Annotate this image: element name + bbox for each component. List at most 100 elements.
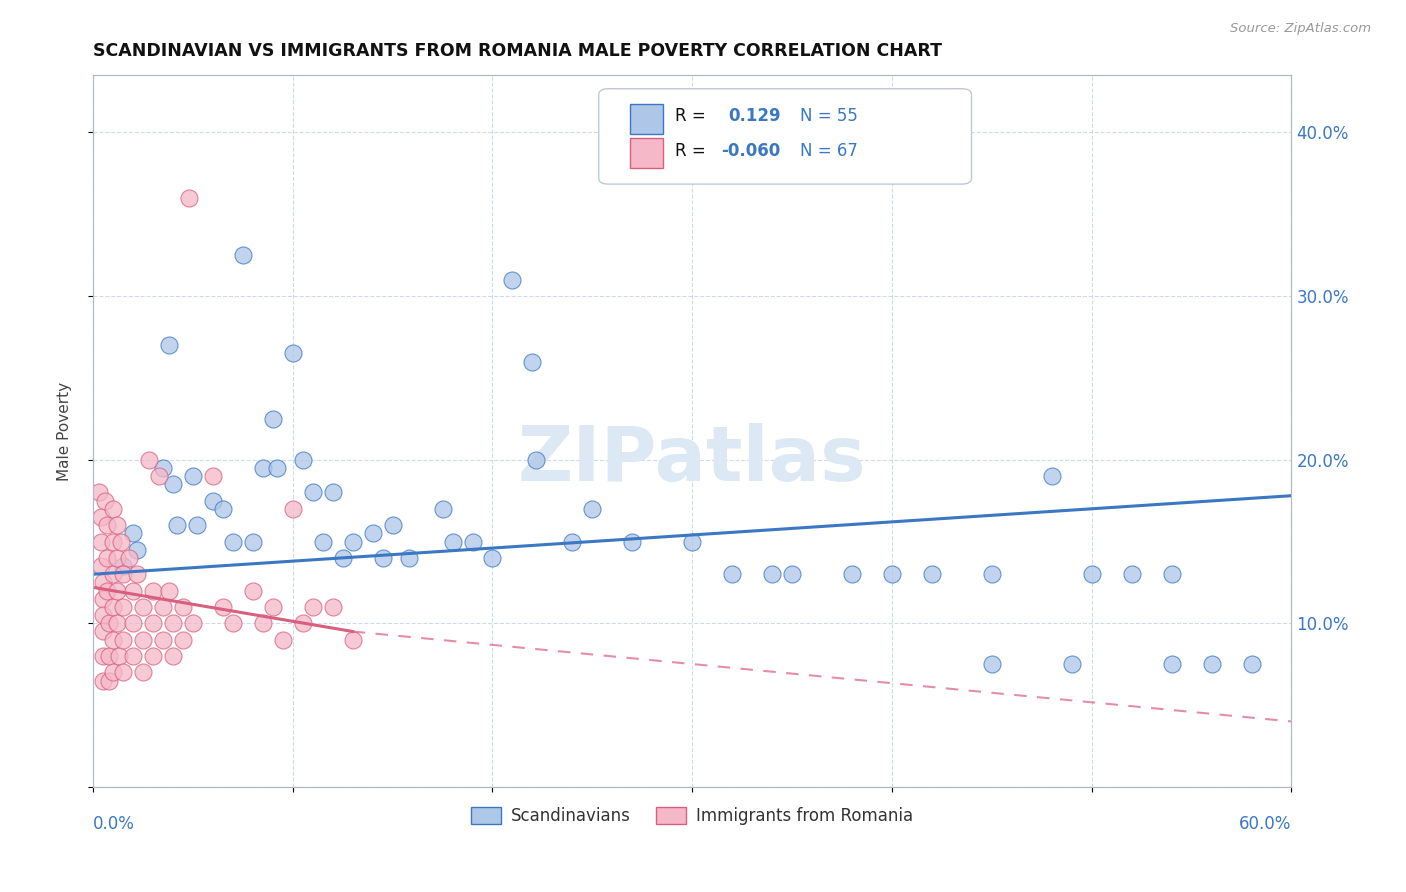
Point [98, 673, 121, 688]
Point [101, 665, 124, 680]
Point [780, 567, 803, 582]
Point [186, 518, 208, 533]
Point [291, 616, 314, 631]
Point [142, 616, 165, 631]
Point [162, 616, 184, 631]
Text: 0.0%: 0.0% [93, 815, 135, 833]
Point [91, 648, 114, 663]
Point [90, 534, 112, 549]
Point [322, 599, 344, 614]
Point [1060, 657, 1083, 672]
Text: -0.060: -0.060 [721, 143, 780, 161]
Point [501, 273, 523, 287]
Point [172, 632, 194, 647]
Point [152, 599, 174, 614]
Point [118, 550, 141, 565]
Point [91, 624, 114, 639]
Point [266, 461, 288, 475]
Point [177, 191, 200, 205]
Point [721, 567, 744, 582]
Point [381, 518, 404, 533]
Point [142, 648, 165, 663]
Point [101, 534, 124, 549]
Text: 60.0%: 60.0% [1239, 815, 1292, 833]
Point [262, 412, 284, 426]
Text: N = 55: N = 55 [800, 107, 858, 126]
Point [841, 567, 863, 582]
Text: N = 67: N = 67 [800, 143, 858, 161]
Point [1201, 657, 1223, 672]
Point [1040, 469, 1063, 483]
Point [880, 567, 903, 582]
Point [152, 632, 174, 647]
Bar [630, 138, 664, 168]
Point [172, 599, 194, 614]
Point [242, 583, 264, 598]
Point [111, 559, 134, 574]
Point [181, 469, 204, 483]
Point [1240, 657, 1263, 672]
Point [142, 583, 165, 598]
Legend: Scandinavians, Immigrants from Romania: Scandinavians, Immigrants from Romania [464, 800, 920, 832]
Point [398, 550, 420, 565]
Text: R =: R = [675, 143, 706, 161]
Point [281, 346, 304, 360]
Point [1160, 567, 1182, 582]
Point [581, 501, 603, 516]
Point [211, 501, 233, 516]
Point [148, 469, 170, 483]
Point [157, 338, 180, 352]
Point [252, 461, 274, 475]
Bar [630, 103, 664, 134]
Point [162, 477, 184, 491]
Point [132, 599, 155, 614]
Point [105, 616, 128, 631]
Point [980, 567, 1002, 582]
Point [1160, 657, 1182, 672]
Point [101, 501, 124, 516]
Point [122, 648, 145, 663]
Point [96, 583, 118, 598]
Point [312, 534, 335, 549]
Point [921, 567, 943, 582]
Point [110, 534, 132, 549]
Point [91, 608, 114, 623]
Point [111, 632, 134, 647]
Point [432, 501, 454, 516]
Point [980, 657, 1002, 672]
Point [211, 599, 233, 614]
Point [111, 567, 134, 582]
Point [201, 469, 224, 483]
Text: R =: R = [675, 107, 706, 126]
Y-axis label: Male Poverty: Male Poverty [58, 382, 72, 481]
Point [526, 452, 548, 467]
Point [1121, 567, 1143, 582]
Point [162, 648, 184, 663]
Point [522, 354, 544, 368]
Point [621, 534, 644, 549]
Text: SCANDINAVIAN VS IMMIGRANTS FROM ROMANIA MALE POVERTY CORRELATION CHART: SCANDINAVIAN VS IMMIGRANTS FROM ROMANIA … [93, 42, 942, 60]
Point [342, 632, 364, 647]
Point [301, 599, 323, 614]
Point [681, 534, 703, 549]
Text: 0.129: 0.129 [728, 107, 780, 126]
Point [105, 583, 128, 598]
Point [90, 510, 112, 524]
Point [222, 616, 245, 631]
Point [181, 616, 204, 631]
Point [342, 534, 364, 549]
Point [361, 526, 384, 541]
Point [461, 534, 484, 549]
Point [105, 550, 128, 565]
Point [291, 452, 314, 467]
Point [152, 461, 174, 475]
Text: ZIPatlas: ZIPatlas [517, 423, 866, 497]
Point [105, 518, 128, 533]
Point [252, 616, 274, 631]
Point [96, 518, 118, 533]
Point [96, 550, 118, 565]
Point [98, 616, 121, 631]
Point [91, 673, 114, 688]
Point [157, 583, 180, 598]
Point [90, 559, 112, 574]
